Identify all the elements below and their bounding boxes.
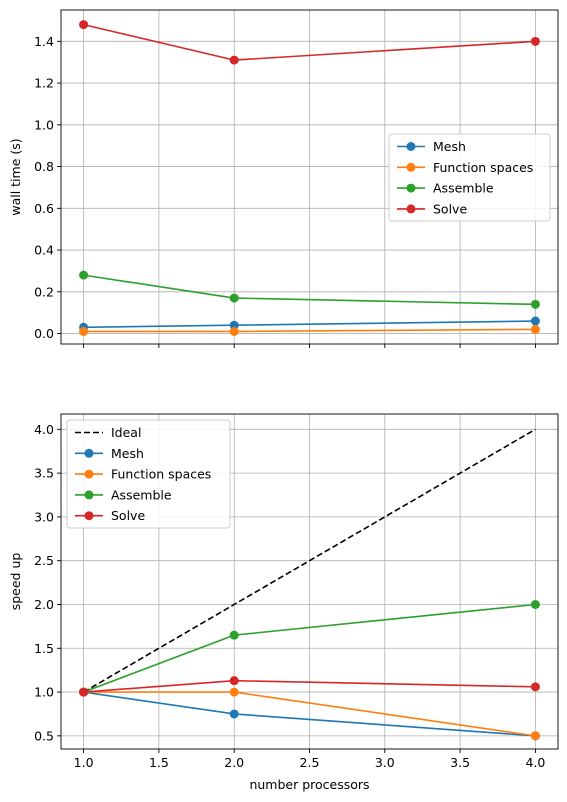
data-point-function-spaces	[229, 687, 239, 697]
data-point-assemble	[79, 270, 89, 280]
legend: Mesh Function spaces Assemble Solve	[388, 133, 551, 222]
x-tick-label: 2.5	[300, 755, 320, 770]
data-point-solve	[530, 36, 540, 46]
data-point-mesh	[530, 316, 540, 326]
legend-label: Solve	[111, 508, 145, 523]
y-tick-label: 1.4	[34, 34, 54, 49]
legend-marker	[84, 469, 94, 479]
legend-box	[66, 419, 231, 529]
y-tick-label: 1.0	[34, 685, 54, 700]
y-tick-label: 0.6	[34, 201, 54, 216]
x-axis-label: number processors	[249, 777, 369, 792]
x-tick-label: 2.0	[224, 755, 244, 770]
legend-marker	[84, 448, 94, 458]
legend-marker	[406, 162, 416, 172]
data-point-solve	[229, 55, 239, 65]
data-point-function-spaces	[530, 731, 540, 741]
legend-label: Mesh	[111, 446, 144, 461]
legend-label: Function spaces	[111, 467, 211, 482]
data-point-solve	[229, 676, 239, 686]
data-point-mesh	[229, 709, 239, 719]
y-axis-label: wall time (s)	[8, 138, 23, 215]
legend-label: Mesh	[433, 139, 466, 154]
legend-marker	[406, 204, 416, 214]
legend-label: Function spaces	[433, 160, 533, 175]
legend-marker	[84, 511, 94, 521]
data-point-solve	[79, 20, 89, 30]
y-tick-label: 0.0	[34, 326, 54, 341]
legend-marker	[406, 183, 416, 193]
y-tick-label: 2.5	[34, 553, 54, 568]
speed-up-chart: 1.0 1.5 2.0 2.5 3.0 3.5 4.0 0.5 1.0 1.5 2.0 2.5 3.0 3…	[8, 413, 559, 792]
x-tick-label: 3.5	[450, 755, 470, 770]
y-tick-label: 1.2	[34, 76, 54, 91]
legend-box	[388, 133, 551, 222]
legend-marker	[84, 490, 94, 500]
legend-label: Solve	[433, 201, 467, 216]
wall-time-chart: 0.0 0.2 0.4 0.6 0.8 1.0 1.2 1.4 wall time (s) Mes…	[8, 9, 559, 348]
data-point-solve	[79, 687, 89, 697]
data-point-function-spaces	[79, 326, 89, 336]
y-tick-label: 0.4	[34, 243, 54, 258]
x-tick-label: 1.5	[149, 755, 169, 770]
series-line-ideal	[83, 428, 536, 693]
legend-label: Ideal	[111, 425, 141, 440]
y-tick-label: 1.0	[34, 117, 54, 132]
y-tick-label: 2.0	[34, 597, 54, 612]
data-point-function-spaces	[530, 324, 540, 334]
y-tick-label: 0.2	[34, 284, 54, 299]
x-tick-label: 3.0	[375, 755, 395, 770]
data-point-assemble	[530, 599, 540, 609]
y-tick-label: 1.5	[34, 641, 54, 656]
data-point-function-spaces	[229, 326, 239, 336]
y-tick-label: 3.5	[34, 466, 54, 481]
data-point-assemble	[229, 293, 239, 303]
data-point-assemble	[530, 299, 540, 309]
data-point-mesh	[229, 320, 239, 330]
legend-marker	[406, 142, 416, 151]
legend-label: Assemble	[433, 181, 494, 196]
x-tick-label: 4.0	[525, 755, 545, 770]
legend: Ideal Mesh Function spaces Assemble Solve	[66, 419, 231, 529]
y-tick-label: 0.8	[34, 159, 54, 174]
x-tick-label: 1.0	[74, 755, 94, 770]
y-tick-label: 4.0	[34, 422, 54, 437]
data-point-solve	[530, 682, 540, 692]
y-axis-label: speed up	[8, 553, 23, 611]
legend-label: Assemble	[111, 487, 172, 502]
y-tick-label: 3.0	[34, 509, 54, 524]
data-point-assemble	[229, 630, 239, 640]
y-tick-label: 0.5	[34, 728, 54, 743]
